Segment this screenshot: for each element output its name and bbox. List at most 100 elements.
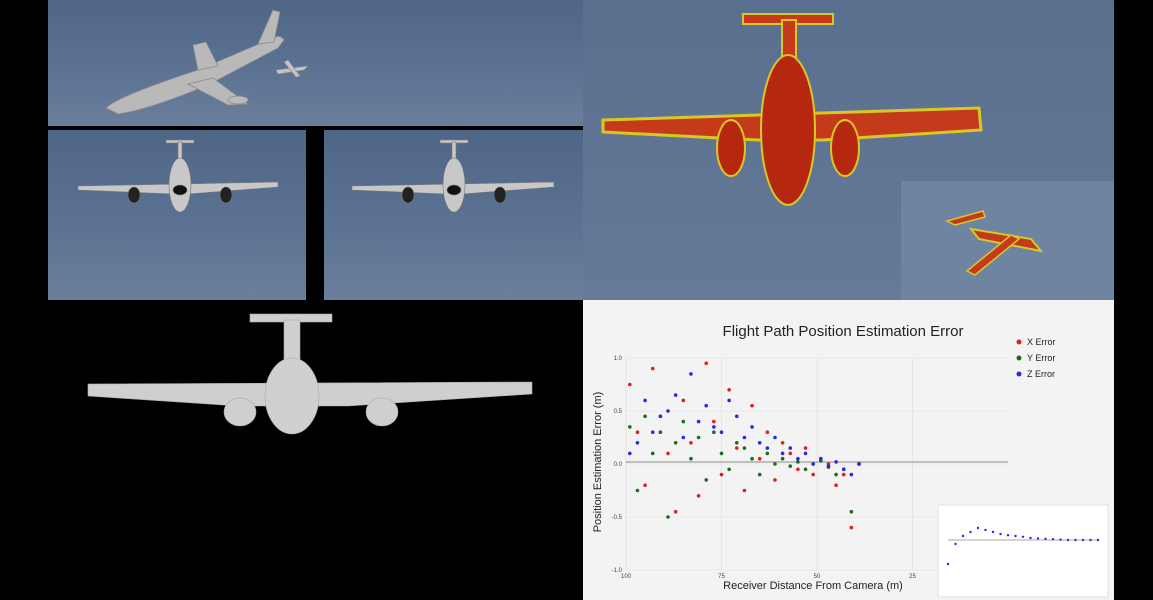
- y-tick-label: 0.0: [614, 462, 623, 468]
- data-point: [712, 419, 716, 424]
- data-point: [826, 464, 831, 468]
- data-point: [750, 456, 754, 461]
- data-point: [857, 462, 861, 466]
- data-point: [811, 462, 815, 466]
- data-point: [643, 483, 647, 487]
- data-point: [780, 451, 785, 456]
- x-tick-label: 25: [909, 574, 916, 580]
- data-point: [628, 425, 632, 429]
- inset-data-point: [954, 542, 957, 546]
- data-point: [681, 435, 686, 440]
- legend-marker: [1016, 355, 1022, 361]
- inset-data-point: [1059, 538, 1062, 541]
- chart-title: Flight Path Position Estimation Error: [723, 323, 964, 340]
- data-point: [803, 451, 808, 456]
- left-camera-view: [48, 130, 306, 300]
- point-cloud-inset: [901, 181, 1114, 300]
- error-scatter-chart: 100 75 50 25 1.0 0.5 0.0 -0.5 -1.0 Flight Path P…: [592, 323, 1109, 598]
- data-point: [635, 441, 640, 445]
- simulation-view-panel: [48, 0, 583, 126]
- data-point: [734, 414, 739, 419]
- data-point: [734, 446, 739, 450]
- data-point: [727, 398, 731, 403]
- data-point: [650, 430, 655, 434]
- data-point: [689, 441, 693, 445]
- error-chart-panel: 100 75 50 25 1.0 0.5 0.0 -0.5 -1.0 Flight Path P…: [583, 300, 1114, 600]
- inset-data-point: [1074, 538, 1077, 542]
- tanker-receiver-scene: [105, 9, 309, 115]
- inset-chart-points: [946, 526, 1100, 566]
- data-point: [742, 488, 747, 493]
- data-point: [643, 398, 647, 403]
- x-tick-label: 75: [718, 574, 725, 580]
- data-point: [719, 451, 724, 456]
- legend-label: X Error: [1027, 337, 1056, 347]
- data-point: [704, 403, 709, 408]
- data-point: [704, 361, 709, 366]
- y-tick-label: -1.0: [612, 568, 623, 574]
- data-point: [628, 451, 632, 456]
- data-point: [650, 451, 655, 456]
- inset-data-point: [984, 528, 987, 532]
- data-point: [666, 515, 670, 519]
- data-point: [773, 462, 777, 466]
- data-point: [773, 478, 777, 482]
- data-point: [834, 460, 838, 464]
- x-tick-label: 100: [621, 574, 632, 580]
- data-point: [849, 472, 854, 477]
- inset-data-point: [1089, 538, 1092, 542]
- data-point: [681, 419, 686, 424]
- depth-map-aircraft: [87, 313, 533, 435]
- data-point: [780, 456, 785, 461]
- data-point: [780, 441, 785, 445]
- data-point: [666, 451, 670, 456]
- point-cloud-aircraft: [601, 13, 983, 206]
- inset-data-point: [1036, 537, 1040, 540]
- data-point: [696, 494, 701, 498]
- data-point: [841, 472, 846, 477]
- data-point: [628, 382, 632, 387]
- inset-data-point: [969, 530, 972, 534]
- point-cloud-body: [601, 13, 983, 206]
- data-point: [635, 430, 640, 434]
- data-point: [796, 456, 800, 461]
- chart-legend: X Error Y Error Z Error: [1016, 337, 1056, 379]
- inset-data-point: [946, 562, 950, 566]
- left-camera-aircraft: [77, 139, 279, 213]
- legend-marker: [1016, 371, 1022, 377]
- data-point: [765, 446, 770, 450]
- data-point: [734, 441, 739, 445]
- data-point: [849, 525, 854, 530]
- data-point: [750, 425, 754, 429]
- data-point: [803, 467, 808, 472]
- data-point: [727, 467, 731, 472]
- data-point: [658, 430, 663, 434]
- data-point: [727, 388, 731, 392]
- data-point: [788, 464, 793, 468]
- data-point: [635, 488, 640, 493]
- data-point: [719, 430, 724, 434]
- data-point: [834, 472, 838, 477]
- y-tick-label: -0.5: [612, 515, 623, 521]
- data-point: [658, 414, 663, 419]
- inset-data-point: [1029, 536, 1032, 540]
- data-point: [811, 472, 815, 477]
- data-point: [689, 456, 693, 461]
- data-point: [742, 435, 747, 440]
- chart-ticks: 100 75 50 25 1.0 0.5 0.0 -0.5 -1.0: [612, 356, 917, 580]
- data-point: [712, 430, 716, 434]
- data-point: [765, 430, 770, 434]
- receiver-aircraft: [275, 59, 309, 78]
- data-point: [673, 393, 678, 397]
- data-point: [796, 460, 800, 464]
- data-point: [788, 451, 793, 456]
- data-point: [696, 435, 701, 440]
- x-tick-label: 50: [814, 574, 821, 580]
- inset-data-point: [1006, 534, 1010, 537]
- data-point: [673, 509, 678, 514]
- data-point: [643, 414, 647, 419]
- y-tick-label: 1.0: [614, 356, 623, 362]
- inset-chart-frame: [937, 504, 1109, 598]
- data-point: [757, 441, 762, 445]
- data-point: [796, 467, 800, 472]
